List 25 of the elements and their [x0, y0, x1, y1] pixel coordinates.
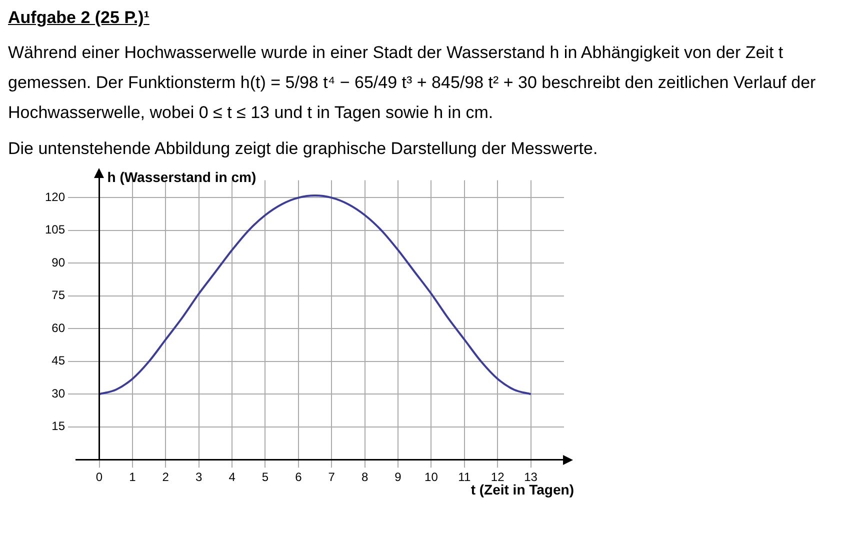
x-tick-label: 2 [162, 470, 170, 484]
x-tick-label: 7 [328, 470, 336, 484]
y-tick-label: 45 [52, 354, 66, 368]
x-tick-label: 0 [96, 470, 103, 484]
x-tick-label: 6 [295, 470, 302, 484]
x-tick-label: 11 [458, 470, 471, 484]
x-tick-label: 3 [196, 470, 202, 484]
x-tick-label: 9 [394, 470, 402, 484]
y-tick-label: 60 [52, 320, 66, 335]
y-axis-title: h (Wasserstand in cm) [107, 169, 256, 186]
x-tick-label: 5 [262, 470, 269, 484]
line-series [98, 194, 532, 396]
y-tick-label: 90 [52, 255, 66, 270]
y-tick-label: 30 [52, 386, 66, 400]
x-tick-label: 10 [424, 470, 438, 484]
y-tick-label: 75 [52, 288, 66, 302]
text: Die untenstehende Abbildung zeigt die graphische Darstellung der Messwerte. [8, 138, 599, 160]
y-tick-label: 105 [44, 222, 66, 237]
y-tick-label: 120 [44, 190, 66, 204]
y-tick-label: 15 [52, 419, 66, 434]
x-tick-label: 8 [361, 470, 368, 484]
x-tick-label: 1 [129, 470, 136, 484]
chart-title: Aufgabe 2 (25 P.)¹ [8, 8, 150, 28]
text: Während einer Hochwasserwelle wurde in einer Stadt der Wasserstand h in Abhängigkeit von der Zeit t gemessen. Der Funktionsterm h(t) = 5/98 t⁴ − 65/49 t³ + 845/98 t² + 30 beschreibt den zeitlichen Verlauf der Hochwasserwelle, wobei 0 ≤ t ≤ 13 und t in Tagen sowie h in cm. [8, 42, 817, 124]
x-tick-label: 4 [228, 470, 236, 484]
